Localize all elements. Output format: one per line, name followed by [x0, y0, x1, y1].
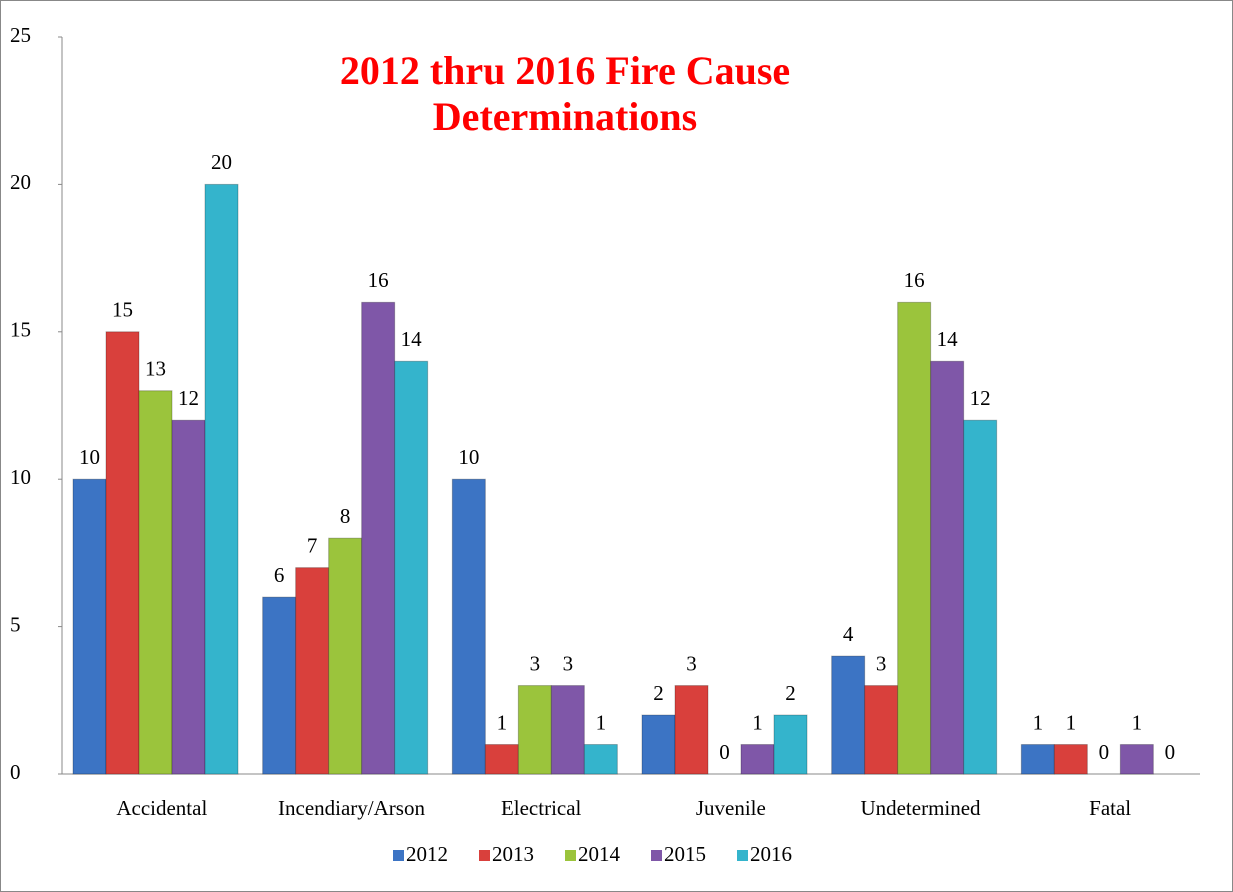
bar	[930, 360, 965, 775]
bar	[550, 685, 585, 775]
bar	[138, 390, 173, 775]
bar	[484, 744, 519, 775]
data-label: 4	[843, 622, 854, 646]
data-label: 7	[307, 533, 318, 557]
bar	[105, 331, 140, 775]
data-label: 0	[1099, 740, 1110, 764]
bar	[641, 714, 676, 775]
data-label: 1	[1132, 710, 1143, 734]
y-tick-label: 20	[10, 170, 31, 194]
bar	[1020, 744, 1055, 775]
bar	[897, 301, 932, 775]
data-label: 16	[368, 268, 389, 292]
data-label: 1	[1066, 710, 1077, 734]
bar	[740, 744, 775, 775]
legend-label: 2012	[406, 842, 448, 866]
data-label: 3	[563, 651, 574, 675]
x-tick-label: Undetermined	[860, 796, 981, 820]
legend-swatch	[651, 850, 662, 861]
data-label: 10	[458, 445, 479, 469]
data-label: 3	[686, 651, 697, 675]
bar	[451, 478, 486, 775]
data-label: 0	[719, 740, 730, 764]
bar	[1053, 744, 1088, 775]
bar	[963, 419, 998, 775]
data-label: 14	[401, 327, 423, 351]
bar	[831, 655, 866, 775]
bar	[72, 478, 107, 775]
legend-label: 2016	[750, 842, 792, 866]
data-label: 3	[530, 651, 541, 675]
data-label: 14	[937, 327, 959, 351]
bar	[773, 714, 808, 775]
data-label: 1	[497, 710, 508, 734]
data-label: 3	[876, 651, 887, 675]
data-label: 0	[1165, 740, 1176, 764]
data-label: 2	[785, 681, 796, 705]
y-tick-label: 15	[10, 318, 31, 342]
x-tick-label: Electrical	[501, 796, 582, 820]
data-label: 2	[653, 681, 664, 705]
data-label: 12	[178, 386, 199, 410]
bar	[583, 744, 618, 775]
x-tick-label: Juvenile	[696, 796, 766, 820]
bar	[204, 183, 239, 775]
y-tick-label: 5	[10, 612, 21, 636]
legend-label: 2013	[492, 842, 534, 866]
y-tick-label: 0	[10, 760, 21, 784]
data-label: 1	[752, 710, 763, 734]
y-tick-label: 10	[10, 465, 31, 489]
x-tick-label: Incendiary/Arson	[278, 796, 425, 820]
y-tick-label: 25	[10, 23, 31, 47]
legend-swatch	[393, 850, 404, 861]
data-label: 10	[79, 445, 100, 469]
bar	[864, 685, 899, 775]
data-label: 13	[145, 357, 166, 381]
bar	[394, 360, 429, 775]
x-tick-label: Accidental	[116, 796, 207, 820]
legend-swatch	[479, 850, 490, 861]
x-tick-label: Fatal	[1089, 796, 1131, 820]
data-label: 6	[274, 563, 285, 587]
legend-label: 2014	[578, 842, 621, 866]
bar	[517, 685, 552, 775]
bar	[361, 301, 396, 775]
data-label: 1	[596, 710, 607, 734]
data-label: 1	[1033, 710, 1044, 734]
legend-label: 2015	[664, 842, 706, 866]
data-label: 12	[970, 386, 991, 410]
data-label: 20	[211, 150, 232, 174]
bar	[1119, 744, 1154, 775]
bar	[171, 419, 206, 775]
bar	[262, 596, 297, 775]
data-label: 15	[112, 298, 133, 322]
legend-swatch	[737, 850, 748, 861]
bar	[674, 685, 709, 775]
data-label: 16	[904, 268, 925, 292]
chart-title: 2012 thru 2016 Fire Cause Determinations	[339, 48, 791, 139]
bar	[295, 567, 330, 775]
data-label: 8	[340, 504, 351, 528]
legend-swatch	[565, 850, 576, 861]
bar	[328, 537, 363, 775]
